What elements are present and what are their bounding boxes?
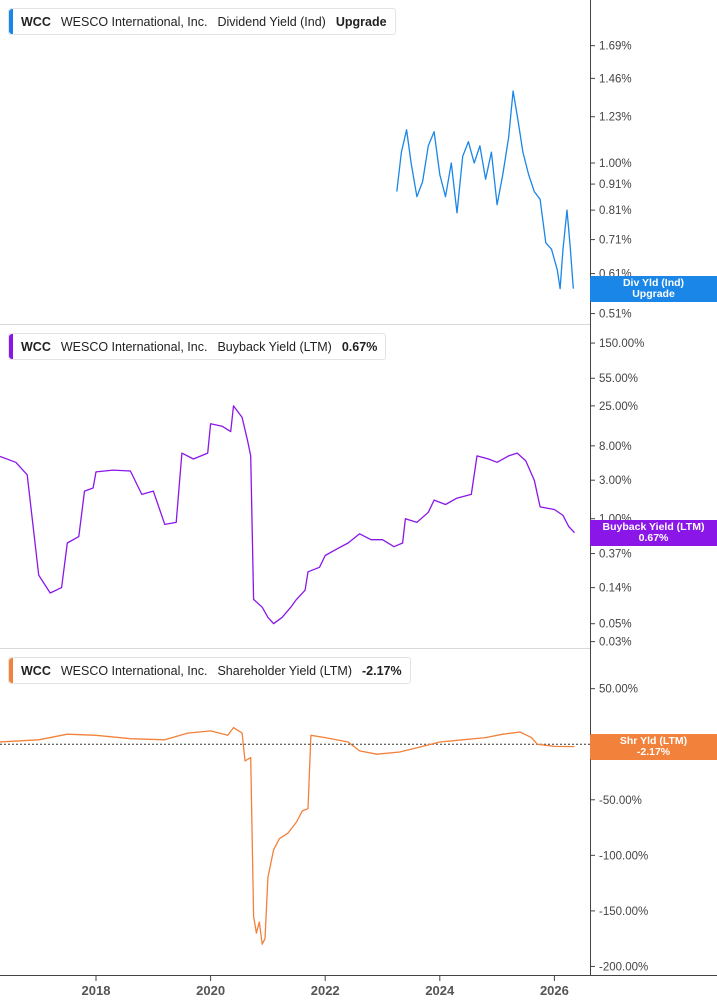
tag-value: -2.17% [636, 745, 671, 758]
metric-value: 0.67% [341, 339, 378, 354]
y-tick-label: 8.00% [599, 441, 632, 453]
y-tick-label: 0.03% [599, 637, 632, 649]
y-tick-label: 50.00% [599, 684, 638, 696]
metric-name: Shareholder Yield (LTM) [217, 663, 353, 678]
current-value-tag-buyback: Buyback Yield (LTM) 0.67% [590, 519, 717, 546]
legend-dividend-yield: WCC WESCO International, Inc. Dividend Y… [8, 8, 396, 35]
y-tick-label: 3.00% [599, 475, 632, 487]
series-swatch [9, 658, 13, 683]
series-line-buyback-yield [0, 405, 575, 625]
y-tick-label: 25.00% [599, 401, 638, 413]
y-tick-label: 0.51% [599, 309, 632, 321]
metric-value: -2.17% [362, 663, 402, 678]
company-name: WESCO International, Inc. [60, 14, 208, 29]
series-swatch [9, 9, 13, 34]
current-value-tag-dividend: Div Yld (Ind) Upgrade [590, 275, 717, 302]
ticker: WCC [21, 14, 51, 29]
company-name: WESCO International, Inc. [60, 663, 208, 678]
metric-value: Upgrade [335, 14, 387, 29]
tag-value: 0.67% [638, 531, 669, 544]
y-tick-label: 55.00% [599, 373, 638, 385]
tag-label: Buyback Yield (LTM) [602, 520, 705, 533]
company-name: WESCO International, Inc. [60, 339, 208, 354]
legend-shareholder-yield: WCC WESCO International, Inc. Shareholde… [8, 657, 411, 684]
y-tick-label: -200.00% [599, 961, 648, 973]
y-tick-label: -50.00% [599, 795, 642, 807]
y-tick-label: -150.00% [599, 906, 648, 918]
y-tick-label: -100.00% [599, 850, 648, 862]
y-tick-label: 0.14% [599, 583, 632, 595]
y-tick-label: 0.81% [599, 205, 632, 217]
tag-label: Shr Yld (LTM) [619, 734, 688, 747]
y-tick-label: 1.23% [599, 112, 632, 124]
series-line-shareholder-yield [0, 726, 575, 945]
x-tick-label: 2022 [311, 983, 340, 998]
legend-buyback-yield: WCC WESCO International, Inc. Buyback Yi… [8, 333, 387, 360]
ticker: WCC [21, 339, 51, 354]
x-tick-label: 2020 [196, 983, 225, 998]
y-tick-label: 1.69% [599, 41, 632, 53]
tag-label: Div Yld (Ind) [622, 276, 685, 289]
metric-name: Dividend Yield (Ind) [217, 14, 326, 29]
y-tick-label: 1.00% [599, 158, 632, 170]
x-tick-label: 2026 [540, 983, 569, 998]
y-tick-label: 150.00% [599, 338, 644, 350]
tag-value: Upgrade [632, 287, 675, 300]
x-tick-label: 2024 [425, 983, 455, 998]
series-line-dividend-yield [396, 90, 574, 290]
series-swatch [9, 334, 13, 359]
metric-name: Buyback Yield (LTM) [217, 339, 332, 354]
y-tick-label: 0.71% [599, 235, 632, 247]
y-tick-label: 0.91% [599, 179, 632, 191]
x-tick-label: 2018 [82, 983, 111, 998]
y-tick-label: 1.46% [599, 73, 632, 85]
y-tick-label: 0.37% [599, 549, 632, 561]
ticker: WCC [21, 663, 51, 678]
y-tick-label: 0.05% [599, 619, 632, 631]
current-value-tag-shareholder: Shr Yld (LTM) -2.17% [590, 733, 717, 760]
